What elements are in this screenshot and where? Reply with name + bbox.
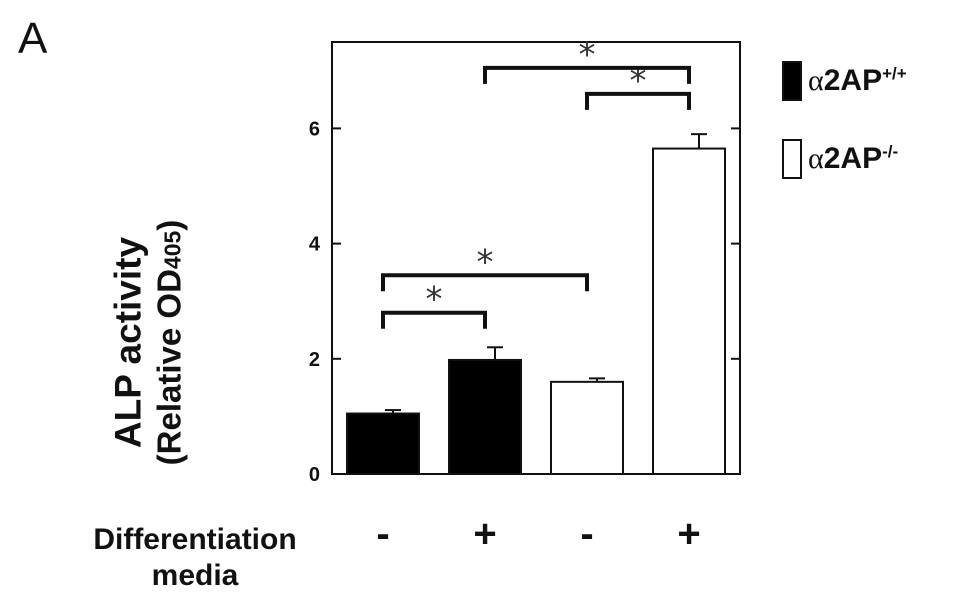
significance-bracket-1: [381, 273, 589, 292]
significance-bracket-0: [381, 310, 487, 329]
x-category-label-3: +: [677, 512, 700, 556]
x-axis-caption: Differentiation media: [93, 523, 297, 592]
significance-star-1: *: [477, 242, 494, 282]
x-category-label-0: -: [376, 512, 389, 556]
significance-star-0: *: [426, 280, 443, 320]
x-category-label-1: +: [473, 512, 496, 556]
y-tick-label-3: 6: [309, 118, 320, 140]
y-tick-label-2: 4: [309, 234, 321, 256]
panel-label: A: [18, 14, 48, 63]
y-tick-label-1: 2: [309, 349, 320, 371]
legend-item-knockout: α2AP-/-: [782, 136, 907, 182]
legend-label-knockout: α2AP-/-: [808, 142, 899, 175]
legend: α2AP+/+ α2AP-/-: [782, 58, 907, 214]
significance-bracket-2: [585, 91, 691, 110]
plot-frame: [331, 41, 741, 475]
legend-swatch-knockout: [782, 139, 802, 179]
bar-2: [550, 380, 624, 475]
significance-star-3: *: [579, 35, 596, 75]
legend-item-wildtype: α2AP+/+: [782, 58, 907, 104]
x-category-label-2: -: [580, 512, 593, 556]
bar-3: [652, 147, 726, 475]
significance-star-2: *: [630, 61, 647, 101]
legend-swatch-wildtype: [782, 61, 802, 101]
significance-bracket-3: [483, 65, 691, 84]
legend-label-wildtype: α2AP+/+: [808, 64, 907, 97]
bar-0: [346, 412, 420, 475]
bar-1: [448, 358, 522, 475]
y-tick-label-0: 0: [309, 464, 320, 486]
